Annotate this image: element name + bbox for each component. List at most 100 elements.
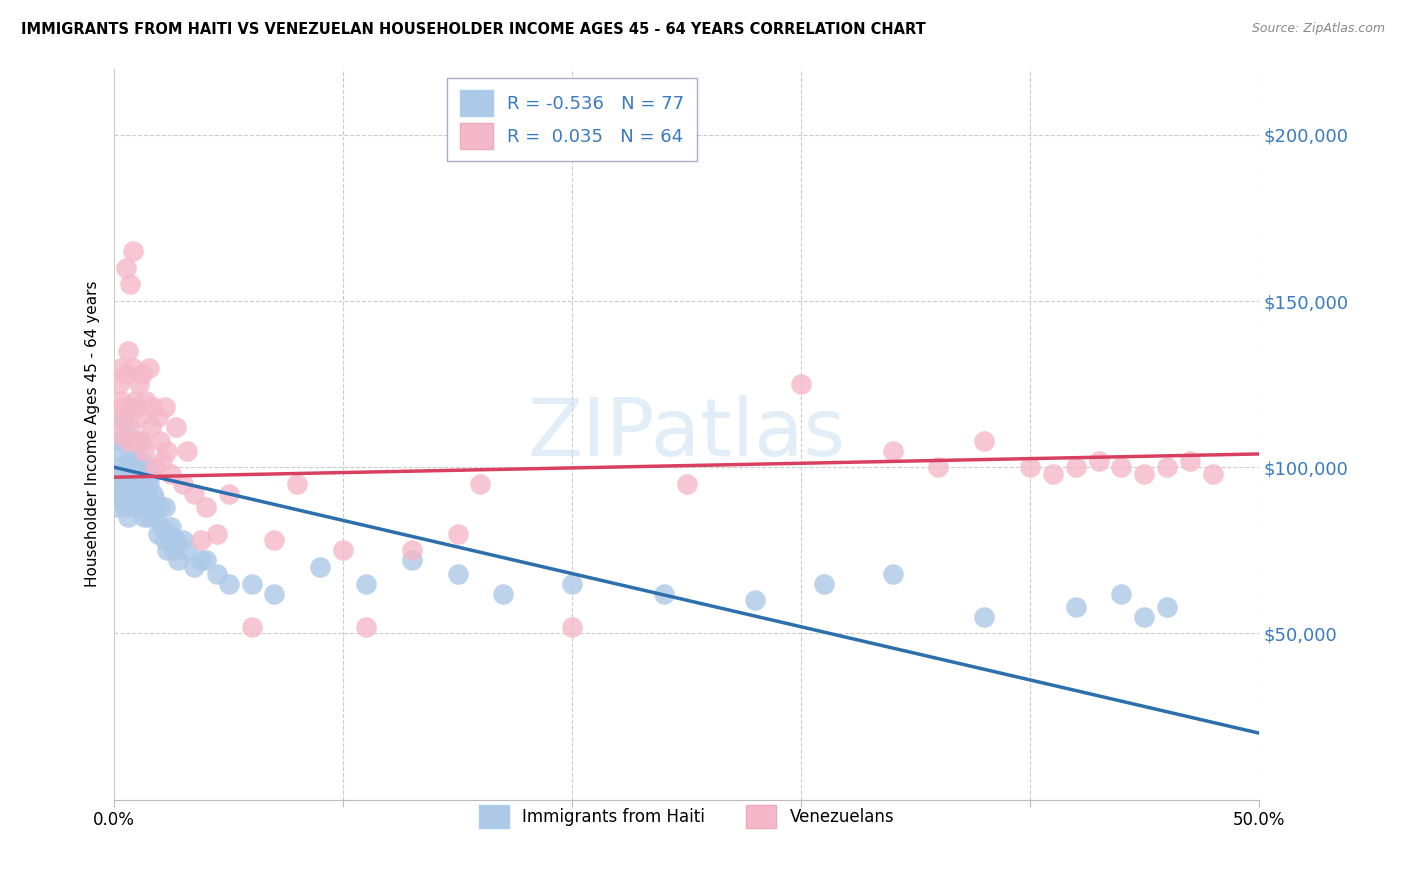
Point xyxy=(114,368,136,382)
Point xyxy=(132,493,155,508)
Point xyxy=(309,560,332,574)
Point xyxy=(190,553,212,567)
Point xyxy=(446,526,468,541)
Point xyxy=(813,576,835,591)
Point xyxy=(131,476,153,491)
Point xyxy=(107,410,129,425)
Point xyxy=(105,500,128,515)
Point xyxy=(124,453,146,467)
Point xyxy=(138,510,160,524)
Point xyxy=(156,443,179,458)
Point xyxy=(149,434,172,448)
Point xyxy=(110,360,132,375)
Point xyxy=(121,467,143,481)
Point xyxy=(138,476,160,491)
Point xyxy=(1202,467,1225,481)
Point xyxy=(120,277,142,292)
Point xyxy=(124,393,146,408)
Point xyxy=(128,410,150,425)
Point xyxy=(652,586,675,600)
Point xyxy=(194,553,217,567)
Point xyxy=(142,487,165,501)
Point xyxy=(117,476,139,491)
Point xyxy=(125,487,148,501)
Point xyxy=(156,543,179,558)
Point xyxy=(139,500,162,515)
Point xyxy=(240,620,263,634)
Point xyxy=(107,476,129,491)
Point xyxy=(107,487,129,501)
Point xyxy=(145,460,167,475)
Point xyxy=(128,500,150,515)
Point xyxy=(218,576,240,591)
Point xyxy=(1042,467,1064,481)
Point xyxy=(165,420,187,434)
Legend: Immigrants from Haiti, Venezuelans: Immigrants from Haiti, Venezuelans xyxy=(472,798,901,835)
Point xyxy=(1133,467,1156,481)
Point xyxy=(139,467,162,481)
Point xyxy=(172,533,194,548)
Point xyxy=(470,476,492,491)
Text: Source: ZipAtlas.com: Source: ZipAtlas.com xyxy=(1251,22,1385,36)
Point xyxy=(160,520,183,534)
Point xyxy=(125,401,148,415)
Point xyxy=(1156,599,1178,614)
Point xyxy=(263,586,285,600)
Point xyxy=(973,434,995,448)
Point xyxy=(105,467,128,481)
Point xyxy=(205,526,228,541)
Point xyxy=(110,493,132,508)
Point xyxy=(121,244,143,259)
Point xyxy=(675,476,697,491)
Text: IMMIGRANTS FROM HAITI VS VENEZUELAN HOUSEHOLDER INCOME AGES 45 - 64 YEARS CORREL: IMMIGRANTS FROM HAITI VS VENEZUELAN HOUS… xyxy=(21,22,925,37)
Point xyxy=(114,467,136,481)
Y-axis label: Householder Income Ages 45 - 64 years: Householder Income Ages 45 - 64 years xyxy=(86,281,100,587)
Point xyxy=(142,401,165,415)
Point xyxy=(157,526,180,541)
Point xyxy=(131,434,153,448)
Point xyxy=(263,533,285,548)
Point xyxy=(114,260,136,275)
Point xyxy=(128,434,150,448)
Point xyxy=(121,360,143,375)
Point xyxy=(112,410,135,425)
Point xyxy=(401,553,423,567)
Text: ZIPatlas: ZIPatlas xyxy=(527,395,845,473)
Point xyxy=(332,543,354,558)
Point xyxy=(112,401,135,415)
Point xyxy=(138,360,160,375)
Point xyxy=(153,401,176,415)
Point xyxy=(1133,609,1156,624)
Point xyxy=(160,467,183,481)
Point xyxy=(882,566,904,581)
Point xyxy=(135,487,157,501)
Point xyxy=(107,377,129,392)
Point xyxy=(167,553,190,567)
Point xyxy=(132,443,155,458)
Point xyxy=(110,434,132,448)
Point xyxy=(240,576,263,591)
Point xyxy=(194,500,217,515)
Point xyxy=(172,476,194,491)
Point xyxy=(153,533,176,548)
Point xyxy=(149,500,172,515)
Point xyxy=(150,453,173,467)
Point xyxy=(128,377,150,392)
Point xyxy=(120,487,142,501)
Point xyxy=(131,368,153,382)
Point xyxy=(1111,460,1133,475)
Point xyxy=(176,443,198,458)
Point xyxy=(150,520,173,534)
Point xyxy=(124,500,146,515)
Point xyxy=(110,393,132,408)
Point xyxy=(165,533,187,548)
Point xyxy=(1087,453,1109,467)
Point xyxy=(105,427,128,442)
Point xyxy=(1156,460,1178,475)
Point xyxy=(882,443,904,458)
Point xyxy=(1019,460,1042,475)
Point xyxy=(124,434,146,448)
Point xyxy=(139,420,162,434)
Point xyxy=(561,576,583,591)
Point xyxy=(163,543,186,558)
